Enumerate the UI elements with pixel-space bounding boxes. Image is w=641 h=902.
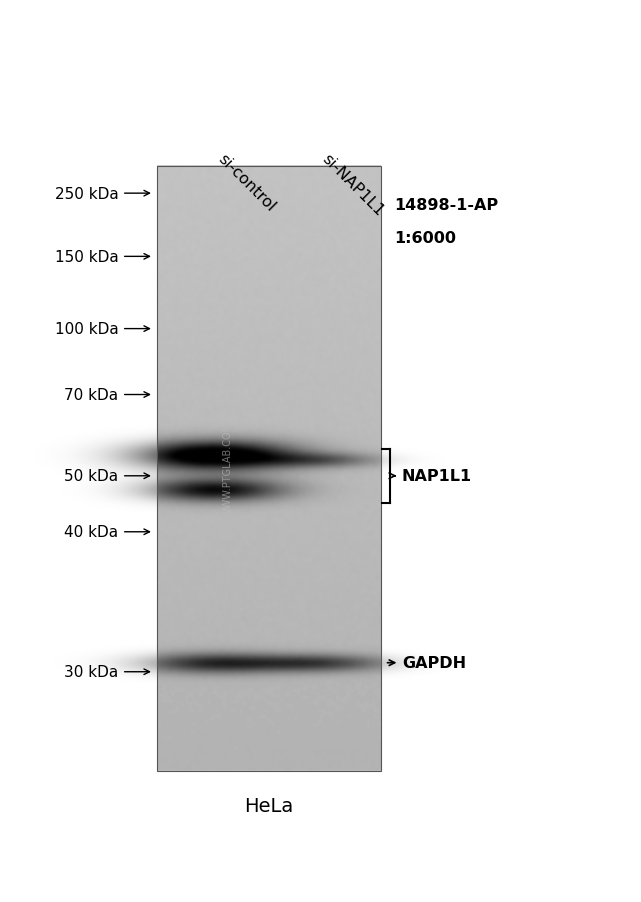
Text: GAPDH: GAPDH xyxy=(402,656,466,670)
Text: 70 kDa: 70 kDa xyxy=(65,388,119,402)
Text: si-control: si-control xyxy=(215,152,278,215)
Text: 100 kDa: 100 kDa xyxy=(55,322,119,336)
Bar xyxy=(157,167,381,771)
Text: 150 kDa: 150 kDa xyxy=(55,250,119,264)
Text: si-NAP1L1: si-NAP1L1 xyxy=(319,152,387,219)
Text: 30 kDa: 30 kDa xyxy=(64,665,119,679)
Text: 250 kDa: 250 kDa xyxy=(55,187,119,201)
Text: WWW.PTGLAB.COM: WWW.PTGLAB.COM xyxy=(222,421,233,517)
Text: 50 kDa: 50 kDa xyxy=(65,469,119,483)
Text: NAP1L1: NAP1L1 xyxy=(402,469,472,483)
Text: 1:6000: 1:6000 xyxy=(394,231,456,245)
Text: HeLa: HeLa xyxy=(245,796,294,815)
Text: 14898-1-AP: 14898-1-AP xyxy=(394,198,498,213)
Text: 40 kDa: 40 kDa xyxy=(65,525,119,539)
